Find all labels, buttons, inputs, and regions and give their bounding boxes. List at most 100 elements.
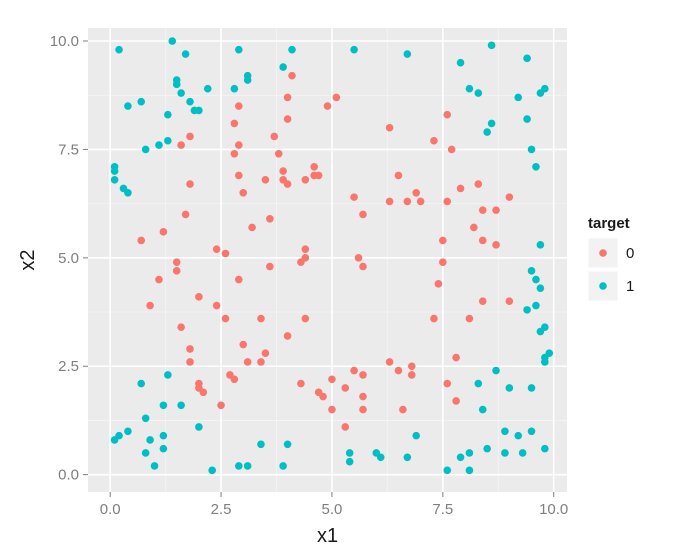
data-point-class-0 bbox=[270, 132, 279, 141]
data-point-class-1 bbox=[541, 444, 549, 453]
data-point-class-0 bbox=[261, 349, 270, 358]
data-point-class-1 bbox=[501, 427, 509, 436]
data-point-class-1 bbox=[164, 371, 172, 379]
y-axis-ticks: 0.0 2.5 5.0 7.5 10.0 bbox=[50, 33, 88, 484]
data-point-class-0 bbox=[359, 210, 367, 219]
data-point-class-0 bbox=[443, 379, 452, 388]
data-point-class-0 bbox=[403, 197, 412, 206]
data-point-class-0 bbox=[359, 371, 367, 379]
data-point-class-0 bbox=[243, 358, 252, 366]
data-point-class-1 bbox=[155, 141, 163, 149]
data-point-class-0 bbox=[257, 358, 265, 366]
data-point-class-0 bbox=[217, 401, 225, 410]
legend-label-0: 0 bbox=[626, 245, 634, 262]
data-point-class-1 bbox=[474, 379, 483, 388]
data-point-class-0 bbox=[328, 375, 336, 384]
data-point-class-0 bbox=[283, 332, 292, 340]
data-point-class-1 bbox=[536, 241, 545, 249]
legend-swatch-0 bbox=[599, 249, 607, 257]
data-point-class-0 bbox=[354, 254, 363, 262]
data-point-class-1 bbox=[527, 384, 536, 392]
data-point-class-1 bbox=[350, 45, 358, 54]
data-point-class-0 bbox=[177, 323, 185, 332]
data-point-class-1 bbox=[141, 145, 150, 154]
data-point-class-0 bbox=[257, 314, 265, 323]
data-point-class-0 bbox=[407, 371, 416, 379]
x-tick-label: 2.5 bbox=[211, 501, 232, 518]
data-point-class-0 bbox=[474, 180, 483, 188]
data-point-class-0 bbox=[279, 167, 287, 175]
data-point-class-0 bbox=[283, 93, 292, 102]
data-point-class-0 bbox=[319, 392, 327, 401]
data-point-class-0 bbox=[439, 236, 447, 245]
data-point-class-1 bbox=[465, 84, 474, 93]
data-point-class-1 bbox=[345, 449, 354, 457]
data-point-class-0 bbox=[394, 366, 403, 375]
data-point-class-1 bbox=[124, 102, 132, 110]
data-point-class-1 bbox=[483, 444, 491, 453]
data-point-class-0 bbox=[465, 314, 474, 323]
data-point-class-1 bbox=[514, 93, 523, 102]
x-axis-title: x1 bbox=[317, 525, 338, 547]
data-point-class-0 bbox=[385, 197, 394, 206]
data-point-class-1 bbox=[532, 301, 540, 310]
data-point-class-0 bbox=[159, 228, 168, 236]
data-point-class-0 bbox=[230, 149, 239, 158]
data-point-class-0 bbox=[230, 119, 239, 128]
data-point-class-0 bbox=[283, 115, 292, 123]
data-point-class-1 bbox=[279, 63, 287, 71]
data-point-class-0 bbox=[212, 301, 221, 310]
data-point-class-0 bbox=[186, 180, 194, 188]
data-point-class-1 bbox=[505, 384, 514, 392]
data-point-class-0 bbox=[434, 280, 443, 288]
data-point-class-1 bbox=[181, 50, 190, 58]
data-point-class-0 bbox=[350, 193, 358, 201]
data-point-class-1 bbox=[376, 453, 385, 462]
major-gridlines bbox=[88, 28, 567, 492]
data-point-class-0 bbox=[172, 267, 181, 275]
data-point-class-0 bbox=[172, 258, 181, 266]
data-point-class-0 bbox=[221, 249, 230, 258]
minor-gridlines bbox=[88, 28, 567, 492]
data-point-class-1 bbox=[141, 449, 150, 457]
data-point-class-0 bbox=[478, 297, 487, 305]
data-point-class-0 bbox=[221, 314, 230, 323]
data-point-class-0 bbox=[186, 132, 194, 141]
data-point-class-0 bbox=[439, 258, 447, 266]
data-point-class-0 bbox=[274, 149, 283, 158]
data-point-class-0 bbox=[155, 275, 163, 284]
data-point-class-0 bbox=[341, 423, 350, 431]
data-point-class-1 bbox=[146, 436, 154, 444]
y-tick-label: 10.0 bbox=[50, 33, 79, 50]
data-point-class-0 bbox=[301, 175, 310, 184]
legend: target 0 1 bbox=[587, 215, 634, 302]
data-point-class-1 bbox=[172, 80, 181, 89]
data-point-class-0 bbox=[137, 236, 146, 245]
data-point-class-1 bbox=[164, 136, 172, 145]
y-tick-label: 0.0 bbox=[58, 467, 79, 484]
x-tick-label: 7.5 bbox=[432, 501, 453, 518]
legend-title: target bbox=[588, 215, 630, 232]
data-point-class-0 bbox=[478, 206, 487, 214]
data-point-class-0 bbox=[359, 262, 367, 271]
data-point-class-0 bbox=[394, 171, 403, 180]
data-point-class-1 bbox=[478, 405, 487, 414]
data-point-class-0 bbox=[478, 236, 487, 245]
data-point-class-1 bbox=[536, 284, 545, 292]
data-point-class-0 bbox=[443, 197, 452, 206]
data-point-class-1 bbox=[541, 323, 549, 332]
data-point-class-0 bbox=[239, 340, 248, 349]
data-point-class-0 bbox=[505, 297, 514, 305]
data-point-class-0 bbox=[456, 184, 465, 193]
data-point-class-1 bbox=[523, 115, 531, 123]
data-point-class-1 bbox=[527, 267, 536, 275]
data-point-class-0 bbox=[239, 188, 248, 197]
data-point-class-0 bbox=[301, 254, 310, 262]
data-point-class-1 bbox=[243, 76, 252, 84]
data-point-class-1 bbox=[487, 41, 496, 50]
data-point-class-1 bbox=[177, 401, 185, 410]
data-point-class-1 bbox=[137, 379, 146, 388]
data-point-class-1 bbox=[124, 188, 132, 197]
data-point-class-1 bbox=[523, 54, 531, 63]
